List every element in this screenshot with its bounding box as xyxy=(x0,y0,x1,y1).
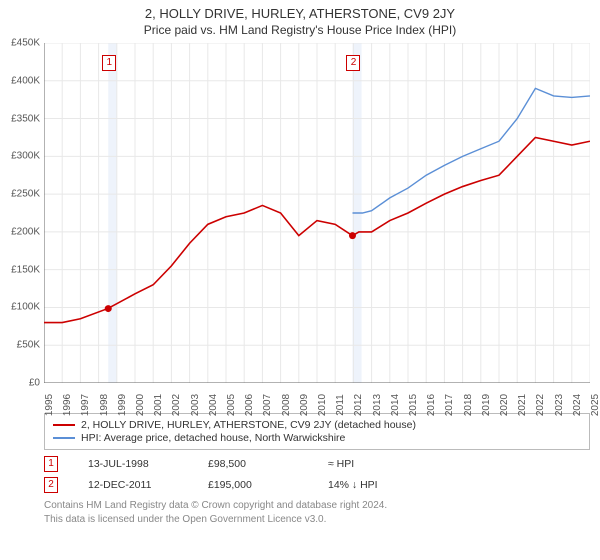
chart-title-address: 2, HOLLY DRIVE, HURLEY, ATHERSTONE, CV9 … xyxy=(0,6,600,21)
y-tick-label: £0 xyxy=(29,378,40,389)
x-tick-label: 2019 xyxy=(481,394,492,416)
sale-annotations: 1 13-JUL-1998 £98,500 ≈ HPI 2 12-DEC-2011 £195… xyxy=(44,456,590,493)
price-chart: £0£50K£100K£150K£200K£250K£300K£350K£400… xyxy=(44,43,590,383)
legend-item: 2, HOLLY DRIVE, HURLEY, ATHERSTONE, CV9 … xyxy=(53,419,581,431)
legend-label: HPI: Average price, detached house, Nort… xyxy=(81,432,345,444)
x-tick-label: 2023 xyxy=(554,394,565,416)
x-tick-label: 2024 xyxy=(572,394,583,416)
x-tick-label: 2008 xyxy=(281,394,292,416)
x-tick-label: 2001 xyxy=(153,394,164,416)
annotation-price: £98,500 xyxy=(208,458,298,470)
x-tick-label: 2016 xyxy=(426,394,437,416)
y-tick-label: £250K xyxy=(11,189,40,200)
annotation-delta: ≈ HPI xyxy=(328,458,418,470)
y-tick-label: £450K xyxy=(11,38,40,49)
x-tick-label: 2005 xyxy=(226,394,237,416)
x-tick-label: 1998 xyxy=(99,394,110,416)
x-tick-label: 2014 xyxy=(390,394,401,416)
legend-swatch xyxy=(53,424,75,426)
y-tick-label: £400K xyxy=(11,75,40,86)
x-tick-label: 2015 xyxy=(408,394,419,416)
annotation-row: 2 12-DEC-2011 £195,000 14% ↓ HPI xyxy=(44,477,590,493)
y-tick-label: £200K xyxy=(11,226,40,237)
legend: 2, HOLLY DRIVE, HURLEY, ATHERSTONE, CV9 … xyxy=(44,413,590,450)
x-tick-label: 2009 xyxy=(299,394,310,416)
chart-svg xyxy=(44,43,590,383)
sale-marker-2: 2 xyxy=(346,55,360,71)
annotation-date: 13-JUL-1998 xyxy=(88,458,178,470)
chart-title-sub: Price paid vs. HM Land Registry's House … xyxy=(0,23,600,37)
y-tick-label: £150K xyxy=(11,264,40,275)
legend-label: 2, HOLLY DRIVE, HURLEY, ATHERSTONE, CV9 … xyxy=(81,419,416,431)
annotation-date: 12-DEC-2011 xyxy=(88,479,178,491)
annotation-delta: 14% ↓ HPI xyxy=(328,479,418,491)
x-tick-label: 2018 xyxy=(463,394,474,416)
footer-line-2: This data is licensed under the Open Gov… xyxy=(44,513,590,527)
x-tick-label: 2002 xyxy=(171,394,182,416)
x-tick-label: 1999 xyxy=(117,394,128,416)
annotation-marker: 2 xyxy=(44,477,58,493)
x-tick-label: 2010 xyxy=(317,394,328,416)
x-tick-label: 2013 xyxy=(372,394,383,416)
x-tick-label: 2003 xyxy=(190,394,201,416)
x-tick-label: 2007 xyxy=(262,394,273,416)
x-tick-label: 1995 xyxy=(44,394,55,416)
footer-line-1: Contains HM Land Registry data © Crown c… xyxy=(44,499,590,513)
x-tick-label: 1997 xyxy=(80,394,91,416)
y-tick-label: £300K xyxy=(11,151,40,162)
y-tick-label: £350K xyxy=(11,113,40,124)
x-tick-label: 2011 xyxy=(335,394,346,416)
legend-item: HPI: Average price, detached house, Nort… xyxy=(53,432,581,444)
x-tick-label: 1996 xyxy=(62,394,73,416)
x-tick-label: 2017 xyxy=(444,394,455,416)
annotation-marker: 1 xyxy=(44,456,58,472)
x-tick-label: 2025 xyxy=(590,394,600,416)
sale-marker-1: 1 xyxy=(102,55,116,71)
y-tick-label: £50K xyxy=(17,340,40,351)
annotation-price: £195,000 xyxy=(208,479,298,491)
x-tick-label: 2020 xyxy=(499,394,510,416)
x-tick-label: 2022 xyxy=(535,394,546,416)
x-tick-label: 2012 xyxy=(353,394,364,416)
legend-swatch xyxy=(53,437,75,439)
x-tick-label: 2006 xyxy=(244,394,255,416)
x-tick-label: 2004 xyxy=(208,394,219,416)
x-tick-label: 2021 xyxy=(517,394,528,416)
footer-attribution: Contains HM Land Registry data © Crown c… xyxy=(44,499,590,526)
x-tick-label: 2000 xyxy=(135,394,146,416)
annotation-row: 1 13-JUL-1998 £98,500 ≈ HPI xyxy=(44,456,590,472)
y-tick-label: £100K xyxy=(11,302,40,313)
